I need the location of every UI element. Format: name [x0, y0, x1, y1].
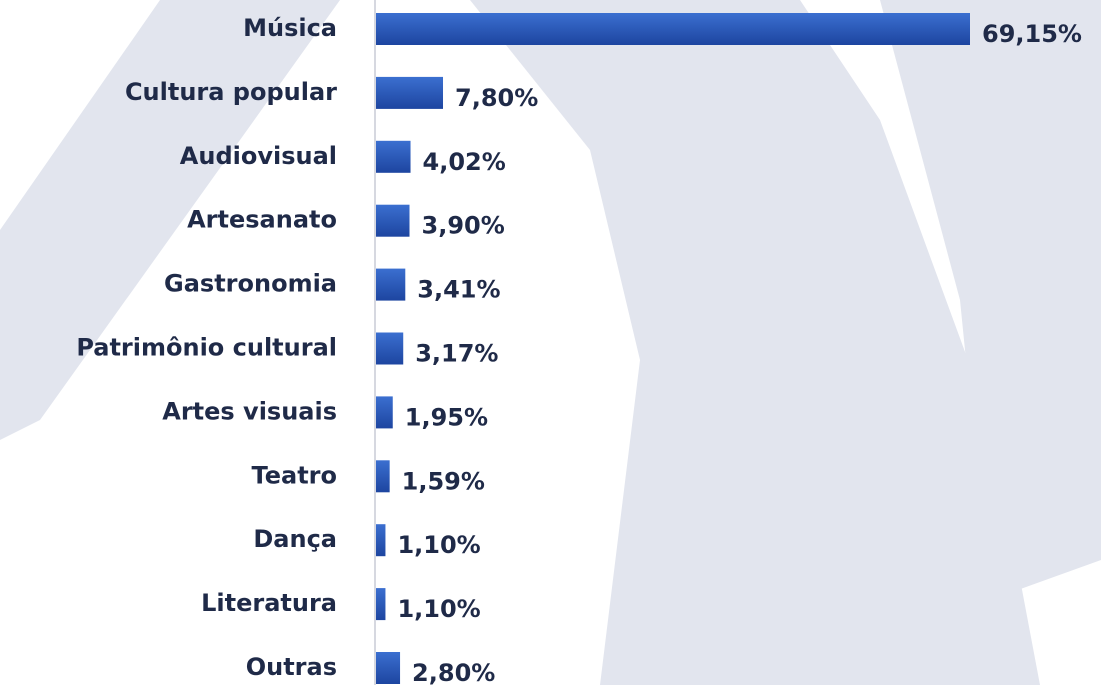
bar — [376, 13, 970, 45]
bar — [376, 204, 410, 237]
category-label: Patrimônio cultural — [76, 334, 337, 362]
bar — [376, 588, 386, 621]
bar — [376, 524, 386, 557]
bar — [376, 460, 390, 493]
bar — [376, 76, 444, 109]
category-label: Artesanato — [187, 206, 337, 234]
value-label: 1,95% — [405, 403, 488, 431]
category-label: Música — [243, 14, 337, 42]
bar — [376, 396, 393, 429]
category-label: Audiovisual — [180, 142, 337, 170]
category-label: Gastronomia — [164, 270, 337, 298]
value-label: 3,41% — [417, 276, 500, 304]
value-label: 2,80% — [412, 659, 495, 685]
value-label: 3,17% — [415, 340, 498, 368]
value-label: 4,02% — [423, 148, 506, 176]
bar — [376, 140, 411, 173]
category-label: Artes visuais — [162, 397, 337, 425]
bar — [376, 268, 406, 301]
category-label: Outras — [246, 653, 337, 681]
value-label: 69,15% — [982, 20, 1082, 48]
value-label: 3,90% — [422, 212, 505, 240]
category-label: Literatura — [201, 589, 337, 617]
value-label: 1,59% — [402, 467, 485, 495]
category-label: Dança — [253, 525, 337, 553]
category-label: Teatro — [252, 461, 337, 489]
bar — [376, 652, 401, 684]
value-label: 1,10% — [397, 595, 480, 623]
value-label: 1,10% — [397, 531, 480, 559]
category-label: Cultura popular — [125, 78, 337, 106]
value-label: 7,80% — [455, 84, 538, 112]
bar — [376, 332, 404, 365]
